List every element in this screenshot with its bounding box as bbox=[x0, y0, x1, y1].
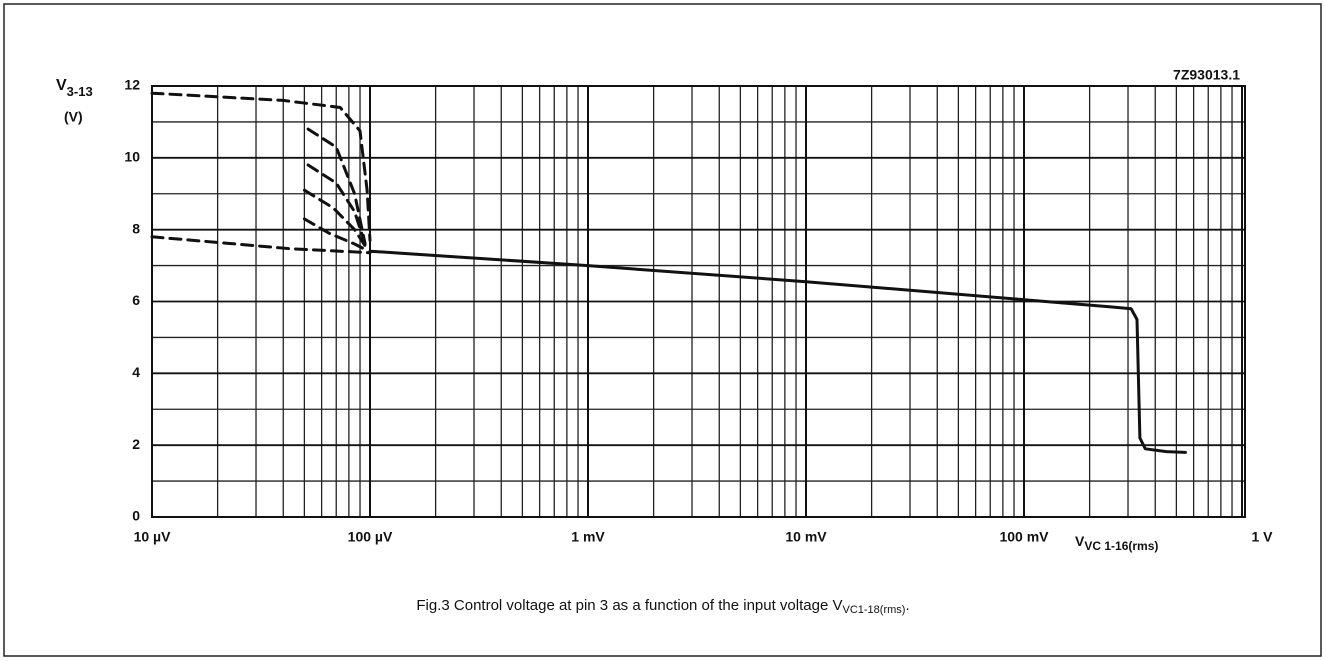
y-tick-label: 12 bbox=[124, 77, 140, 93]
x-tick-label: 10 mV bbox=[785, 529, 827, 545]
x-label-main: V bbox=[1075, 533, 1085, 549]
x-tick-label: 10 µV bbox=[134, 529, 172, 545]
caption-main: Fig.3 Control voltage at pin 3 as a func… bbox=[416, 597, 842, 614]
x-label-sub: VC 1-16(rms) bbox=[1084, 539, 1158, 553]
caption-sub: VC1-18(rms) bbox=[842, 604, 905, 616]
y-tick-label: 8 bbox=[132, 220, 140, 236]
data-line bbox=[150, 91, 372, 242]
x-tick-label: 1 V bbox=[1251, 529, 1273, 545]
plot-frame bbox=[151, 85, 1246, 518]
figure-code: 7Z93013.1 bbox=[1173, 67, 1240, 83]
caption: Fig.3 Control voltage at pin 3 as a func… bbox=[416, 597, 909, 616]
y-tick-label: 10 bbox=[124, 149, 140, 165]
caption-end: . bbox=[905, 597, 909, 614]
y-tick-label: 4 bbox=[132, 364, 140, 380]
data-line bbox=[306, 163, 367, 246]
y-tick-label: 2 bbox=[132, 436, 140, 452]
data-line bbox=[306, 127, 367, 246]
x-tick-label: 1 mV bbox=[571, 529, 605, 545]
y-tick-label: 6 bbox=[132, 292, 140, 308]
y-label-sub: 3-13 bbox=[67, 84, 93, 99]
y-tick-label: 0 bbox=[132, 508, 140, 524]
y-label-unit: (V) bbox=[64, 109, 83, 125]
x-tick-label: 100 µV bbox=[348, 529, 393, 545]
y-label: V3-13 bbox=[56, 77, 93, 99]
data-line bbox=[302, 217, 367, 251]
data-line bbox=[302, 188, 367, 248]
data-line bbox=[150, 235, 372, 255]
x-label: VVC 1-16(rms) bbox=[1075, 533, 1158, 553]
y-label-main: V bbox=[56, 77, 67, 94]
frame bbox=[3, 3, 1322, 657]
data-line bbox=[368, 249, 1187, 454]
x-tick-label: 100 mV bbox=[999, 529, 1049, 545]
